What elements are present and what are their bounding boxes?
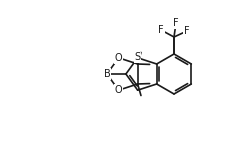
Text: S: S [134,52,140,62]
Text: F: F [173,18,178,28]
Text: O: O [114,53,122,63]
Text: B: B [103,69,110,79]
Text: F: F [183,26,189,36]
Text: F: F [158,25,163,35]
Text: O: O [114,85,122,95]
